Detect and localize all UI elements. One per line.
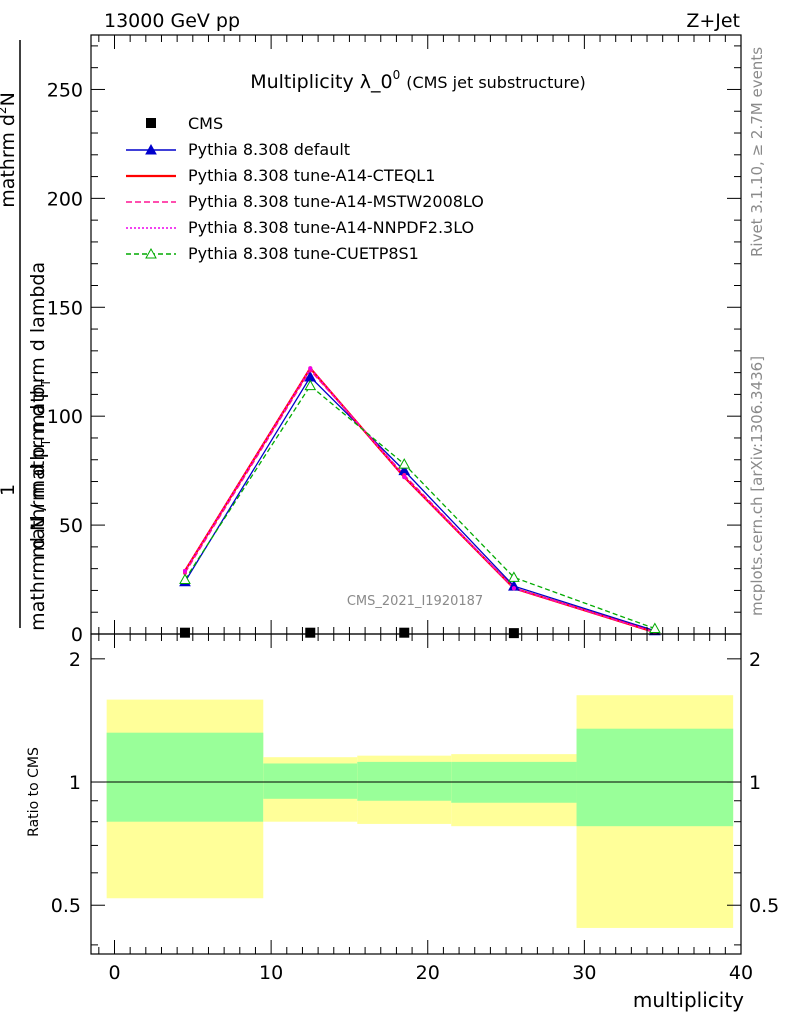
ratio-band-inner	[357, 761, 452, 801]
ratio-tick-label-left: 2	[69, 649, 81, 671]
y-tick-label: 200	[47, 188, 83, 210]
legend-label-0: Pythia 8.308 default	[188, 140, 350, 159]
y-tick-label: 150	[47, 297, 83, 319]
x-axis-label: multiplicity	[633, 988, 744, 1012]
series-marker-4	[508, 571, 520, 582]
legend-label-cms: CMS	[188, 114, 223, 133]
y-label-one: 1	[0, 484, 19, 496]
mcplots-label: mcplots.cern.ch [arXiv:1306.3436]	[748, 356, 766, 616]
legend-marker-4	[145, 247, 157, 259]
data-markers	[179, 366, 661, 639]
y-label-denominator: mathrm d N / mathrm d pT	[27, 379, 53, 631]
x-tick-label: 10	[259, 962, 283, 984]
data-point	[399, 627, 410, 638]
legend-label-4: Pythia 8.308 tune-CUETP8S1	[188, 244, 419, 263]
series-line-1	[184, 366, 656, 634]
series-marker-4	[649, 622, 661, 634]
ratio-band-inner	[106, 732, 264, 822]
chart-title: Multiplicity λ_00 (CMS jet substructure)	[250, 68, 586, 93]
x-tick-label: 0	[108, 962, 120, 984]
data-point	[179, 627, 190, 638]
x-tick-label: 40	[729, 962, 753, 984]
legend-label-1: Pythia 8.308 tune-A14-CTEQL1	[188, 166, 435, 185]
ratio-tick-label-right: 1	[749, 772, 761, 794]
mc-series-lines	[184, 366, 656, 634]
ratio-band-inner	[576, 728, 734, 827]
data-point	[305, 627, 316, 638]
series-line-0	[184, 375, 656, 632]
x-tick-label: 30	[572, 962, 596, 984]
series-marker-4	[179, 573, 191, 585]
y-tick-label: 50	[59, 515, 83, 537]
legend-marker-cms	[146, 118, 156, 128]
legend-label-2: Pythia 8.308 tune-A14-MSTW2008LO	[188, 192, 484, 211]
process-label: Z+Jet	[686, 10, 740, 32]
ratio-uncertainty-bands	[91, 695, 741, 928]
rivet-label: Rivet 3.1.10, ≥ 2.7M events	[748, 47, 766, 257]
data-point	[508, 628, 519, 639]
series-marker-3	[402, 475, 407, 480]
chart-title-main: Multiplicity λ_0	[250, 71, 392, 93]
y-tick-label: 0	[71, 624, 83, 646]
ratio-tick-label-right: 0.5	[749, 895, 779, 917]
axes: 0 50 100 150 200 250 0 10 20 30 40 0.5 0.5 1 1 2 2	[47, 34, 779, 984]
energy-label: 13000 GeV pp	[104, 10, 240, 32]
ratio-tick-label-left: 1	[69, 772, 81, 794]
y-label-numerator-right: mathrm d pT mathrm d lambda	[27, 262, 53, 558]
analysis-label: CMS_2021_I1920187	[347, 594, 483, 609]
series-marker-3	[182, 568, 187, 573]
legend: CMS Pythia 8.308 default Pythia 8.308 tune…	[126, 114, 484, 263]
series-line-2	[184, 369, 656, 633]
series-marker-4	[398, 458, 411, 469]
y-tick-label: 100	[47, 406, 83, 428]
y-tick-label: 250	[47, 79, 83, 101]
ratio-axis-label: Ratio to CMS	[26, 747, 42, 837]
ratio-tick-label-right: 2	[749, 649, 761, 671]
ratio-frame	[90, 633, 742, 955]
legend-label-3: Pythia 8.308 tune-A14-NNPDF2.3LO	[188, 218, 474, 237]
y-axis-label: mathrm d2N 1 mathrm d pT mathrm d lambda…	[0, 40, 53, 631]
ratio-band-inner	[263, 763, 358, 799]
ratio-tick-label-left: 0.5	[51, 895, 81, 917]
series-line-4	[184, 384, 656, 630]
x-tick-label: 20	[416, 962, 440, 984]
legend-marker-0	[145, 143, 157, 155]
chart-title-sup: 0	[393, 68, 401, 82]
series-marker-4	[304, 379, 317, 391]
y-label-numerator-left: mathrm d2N	[0, 92, 19, 208]
series-line-3	[184, 367, 656, 633]
chart-title-note: (CMS jet substructure)	[406, 73, 586, 92]
series-marker-3	[308, 366, 313, 371]
series-marker-3	[511, 586, 516, 591]
